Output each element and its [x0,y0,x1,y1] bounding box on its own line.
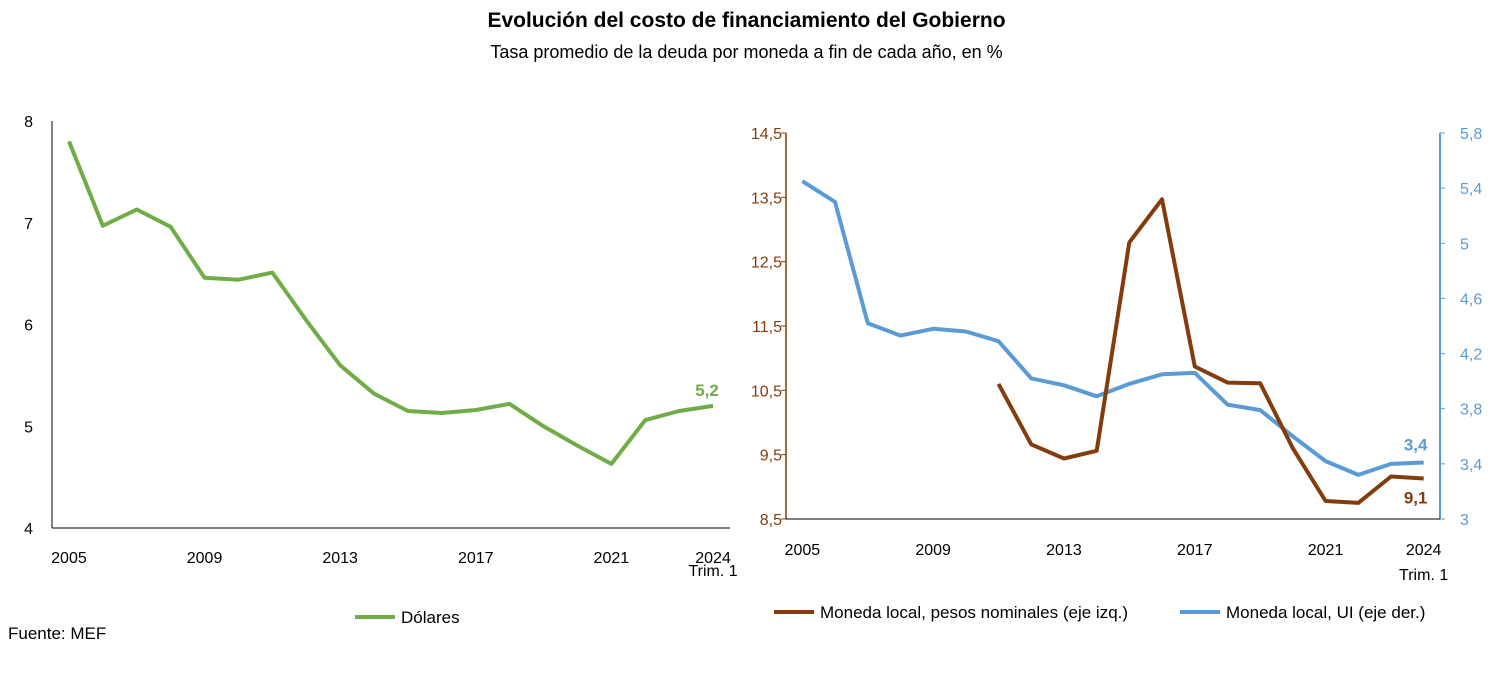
right-left-y-tick-label: 8,5 [760,512,782,529]
right-right-y-tick-label: 5,4 [1460,181,1482,198]
right-x-tick-label: 2017 [1177,542,1213,559]
right-x-tick-label: 2013 [1046,542,1082,559]
left-x-tick-label: 2005 [51,550,87,567]
right-chart: 8,5 9,5 10,5 11,5 12,5 13,5 14,5 3 3,4 3,8 4,2 4,6 5… [751,126,1482,622]
right-x-tick-sublabel: Trim. 1 [1399,567,1448,584]
legend-label-pesos: Moneda local, pesos nominales (eje izq.) [820,603,1128,622]
legend-label-dolares: Dólares [401,608,460,627]
right-left-y-tick-label: 11,5 [752,319,782,336]
left-x-tick-label: 2017 [458,550,494,567]
right-left-y-tick-label: 9,5 [760,448,782,465]
left-y-tick-label: 8 [24,114,33,131]
left-x-tick-sublabel: Trim. 1 [688,563,737,580]
left-x-tick-label: 2009 [187,550,223,567]
legend-label-ui: Moneda local, UI (eje der.) [1226,603,1425,622]
chart-title: Evolución del costo de financiamiento de… [487,9,1006,32]
right-x-tick-label: 2021 [1308,542,1344,559]
right-x-tick-label: 2024 [1406,542,1442,559]
right-right-y-tick-label: 3,8 [1460,402,1482,419]
left-x-tick-label: 2021 [594,550,630,567]
series-line-dolares [67,140,714,466]
right-right-y-tick-label: 4,6 [1460,291,1482,308]
data-label-pesos: 9,1 [1404,488,1428,507]
right-right-y-tick-label: 3,4 [1460,457,1482,474]
left-y-tick-label: 6 [24,318,33,335]
left-y-tick-label: 7 [24,216,33,233]
right-left-y-tick-label: 10,5 [751,383,782,400]
left-y-tick-label: 4 [24,521,33,538]
right-left-y-tick-label: 13,5 [751,190,782,207]
right-x-tick-label: 2005 [785,542,821,559]
right-right-y-tick-label: 5 [1460,236,1469,253]
left-y-tick-label: 5 [24,419,33,436]
source-note: Fuente: MEF [8,624,107,643]
right-left-y-tick-label: 14,5 [751,126,782,143]
right-right-y-tick-label: 4,2 [1460,347,1482,364]
data-label-dolares: 5,2 [695,381,719,400]
left-x-tick-label: 2013 [322,550,358,567]
series-line-ui [801,179,1424,477]
left-x-tick-label: 2024 [695,550,731,567]
right-x-tick-label: 2009 [915,542,951,559]
right-right-y-tick-label: 5,8 [1460,126,1482,143]
right-left-y-tick-label: 12,5 [751,255,782,272]
chart-subtitle: Tasa promedio de la deuda por moneda a f… [490,42,1003,62]
data-label-ui: 3,4 [1404,435,1428,454]
series-line-pesos [996,197,1424,505]
right-right-y-tick-label: 3 [1460,512,1469,529]
